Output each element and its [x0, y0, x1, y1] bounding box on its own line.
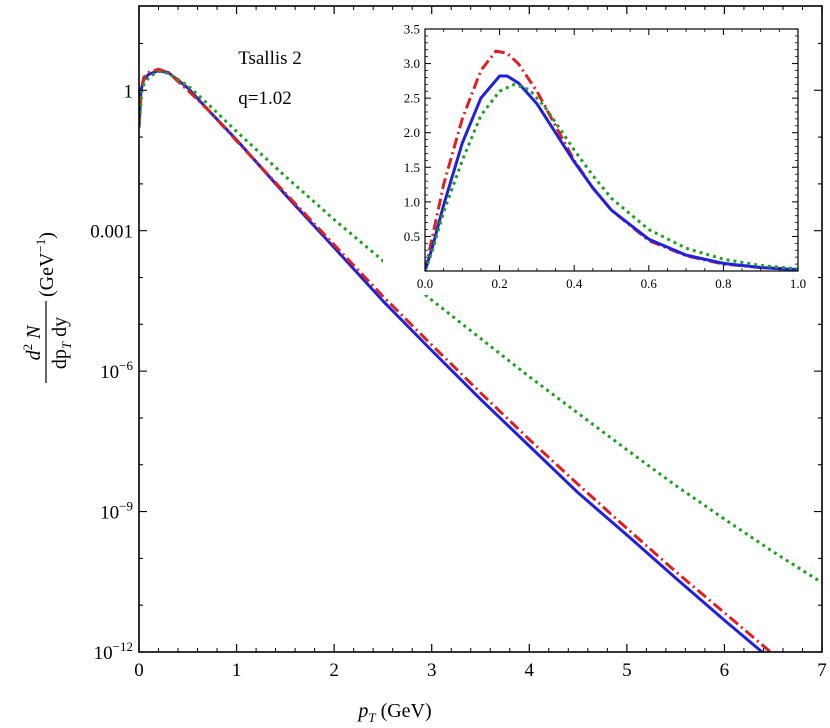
inset-y-tick-label: 1.0: [404, 194, 420, 209]
inset-series-line-3: [425, 82, 798, 271]
x-axis-label-unit: (GeV): [376, 700, 432, 722]
y-label-unit-sup: −1: [33, 239, 48, 253]
main-x-tick-label: 6: [720, 660, 730, 681]
main-y-tick-label: 1: [124, 81, 134, 102]
y-label-den-sub: T: [59, 341, 74, 349]
main-y-tick-label: 0.001: [90, 222, 133, 243]
inset-x-tick-label: 1.0: [790, 276, 806, 291]
inset-x-tick-label: 0.8: [715, 276, 731, 291]
main-plot: 0 1 2 3 4 5 6 7 1 0.001 10−6 10−9 10−12 Tsallis 2 q…: [20, 5, 827, 725]
main-x-tick-label: 5: [622, 660, 632, 681]
inset-series-group: [425, 49, 798, 271]
main-x-ticks: 0 1 2 3 4 5 6 7: [134, 6, 827, 681]
inset-plot: 0.0 0.2 0.4 0.6 0.8 1.0 0.5 1.0 1.5 2.0 2.5 3.0 3.5: [383, 19, 812, 295]
inset-background: [383, 19, 812, 295]
main-x-tick-label: 2: [329, 660, 339, 681]
y-axis-label-unit: (GeV−1): [33, 232, 58, 297]
inset-y-tick-label: 3.0: [404, 56, 420, 71]
y-axis-label-denominator: dpT dy: [49, 317, 74, 369]
main-x-tick-label: 7: [817, 660, 827, 681]
y-label-den-pre: dp: [49, 349, 71, 369]
inset-y-tick-label: 2.5: [404, 91, 420, 106]
main-plot-frame: [138, 5, 823, 653]
main-series-group: [139, 67, 822, 652]
inset-y-tick-label: 1.5: [404, 160, 420, 175]
inset-x-ticks: 0.0 0.2 0.4 0.6 0.8 1.0: [417, 29, 806, 291]
main-y-tick-label: 10−9: [100, 499, 133, 524]
annotation-q-value: q=1.02: [238, 88, 291, 109]
inset-y-ticks: 0.5 1.0 1.5 2.0 2.5 3.0 3.5: [404, 22, 798, 265]
y-axis-label: d2 N dpT dy (GeV−1): [20, 232, 74, 383]
inset-x-tick-label: 0.2: [491, 276, 507, 291]
y-label-unit-pre: (GeV: [36, 252, 58, 297]
y-axis-label-numerator: d2 N: [20, 324, 45, 361]
y-label-num-pre: d: [23, 349, 45, 360]
inset-y-tick-label: 0.5: [404, 229, 420, 244]
main-series-line-2: [139, 67, 773, 652]
inset-y-tick-label: 3.5: [404, 22, 420, 37]
x-axis-label: pT (GeV): [356, 700, 431, 725]
inset-y-tick-label: 2.0: [404, 125, 420, 140]
y-label-den-post: dy: [49, 317, 71, 342]
main-y-tick-label: 10−12: [94, 639, 133, 664]
x-axis-label-var: p: [356, 700, 368, 722]
y-label-unit-post: ): [36, 232, 58, 239]
main-x-tick-label: 1: [232, 660, 242, 681]
y-label-num-post: N: [23, 324, 45, 344]
inset-x-tick-label: 0.4: [566, 276, 583, 291]
inset-x-tick-label: 0.6: [641, 276, 658, 291]
main-x-tick-label: 0: [134, 660, 144, 681]
x-axis-label-sub: T: [368, 710, 376, 725]
annotation-model: Tsallis 2: [238, 48, 302, 69]
main-x-tick-label: 3: [427, 660, 437, 681]
main-series-line-3: [139, 70, 822, 584]
y-label-num-sup: 2: [20, 344, 35, 351]
inset-series-line-2: [425, 74, 798, 271]
main-y-tick-label: 10−6: [100, 358, 133, 383]
inset-x-tick-label: 0.0: [417, 276, 433, 291]
main-y-ticks: 1 0.001 10−6 10−9 10−12: [90, 42, 822, 664]
main-x-tick-label: 4: [525, 660, 535, 681]
